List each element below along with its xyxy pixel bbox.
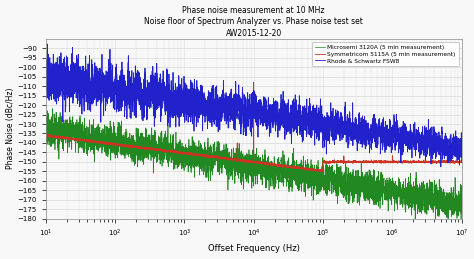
Rhode & Schwartz FSW8 xyxy=(438,165,444,168)
Symmetricom 5115A (5 min measurement) xyxy=(313,168,319,171)
Rhode & Schwartz FSW8 xyxy=(353,130,359,133)
Symmetricom 5115A (5 min measurement) xyxy=(43,133,48,136)
Microsemi 3120A (5 min measurement) xyxy=(50,107,55,110)
Microsemi 3120A (5 min measurement) xyxy=(43,127,48,130)
Microsemi 3120A (5 min measurement) xyxy=(313,176,319,179)
Symmetricom 5115A (5 min measurement) xyxy=(251,81,256,84)
Microsemi 3120A (5 min measurement) xyxy=(118,122,124,125)
Symmetricom 5115A (5 min measurement) xyxy=(354,161,359,164)
Symmetricom 5115A (5 min measurement) xyxy=(292,166,298,169)
Microsemi 3120A (5 min measurement) xyxy=(292,166,298,169)
Rhode & Schwartz FSW8 xyxy=(45,42,50,46)
Rhode & Schwartz FSW8 xyxy=(118,92,124,95)
Microsemi 3120A (5 min measurement) xyxy=(202,158,208,161)
Line: Microsemi 3120A (5 min measurement): Microsemi 3120A (5 min measurement) xyxy=(46,109,462,225)
Microsemi 3120A (5 min measurement) xyxy=(459,196,465,199)
X-axis label: Offset Frequency (Hz): Offset Frequency (Hz) xyxy=(208,244,300,254)
Rhode & Schwartz FSW8 xyxy=(459,160,465,163)
Rhode & Schwartz FSW8 xyxy=(202,105,208,109)
Y-axis label: Phase Noise (dBc/Hz): Phase Noise (dBc/Hz) xyxy=(6,88,15,169)
Symmetricom 5115A (5 min measurement) xyxy=(118,144,124,147)
Line: Rhode & Schwartz FSW8: Rhode & Schwartz FSW8 xyxy=(46,44,462,167)
Line: Symmetricom 5115A (5 min measurement): Symmetricom 5115A (5 min measurement) xyxy=(46,82,462,172)
Rhode & Schwartz FSW8 xyxy=(43,77,48,80)
Rhode & Schwartz FSW8 xyxy=(385,138,391,141)
Rhode & Schwartz FSW8 xyxy=(292,93,298,96)
Legend: Microsemi 3120A (5 min measurement), Symmetricom 5115A (5 min measurement), Rhod: Microsemi 3120A (5 min measurement), Sym… xyxy=(312,42,459,66)
Title: Phase noise measurement at 10 MHz
Noise floor of Spectrum Analyzer vs. Phase noi: Phase noise measurement at 10 MHz Noise … xyxy=(144,5,363,38)
Microsemi 3120A (5 min measurement) xyxy=(385,188,391,191)
Symmetricom 5115A (5 min measurement) xyxy=(385,160,391,163)
Symmetricom 5115A (5 min measurement) xyxy=(320,170,326,174)
Symmetricom 5115A (5 min measurement) xyxy=(202,153,208,156)
Symmetricom 5115A (5 min measurement) xyxy=(459,161,465,164)
Microsemi 3120A (5 min measurement) xyxy=(353,170,359,173)
Microsemi 3120A (5 min measurement) xyxy=(433,224,438,227)
Rhode & Schwartz FSW8 xyxy=(313,122,319,125)
